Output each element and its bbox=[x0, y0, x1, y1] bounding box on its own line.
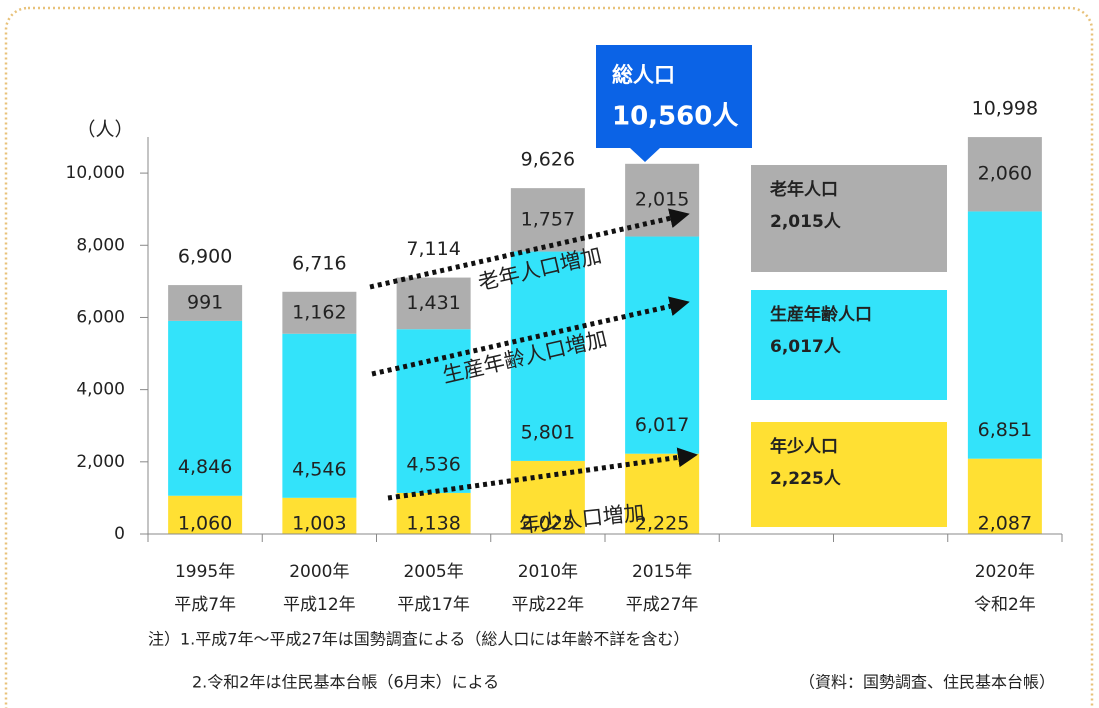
y-tick-label: 10,000 bbox=[66, 163, 125, 183]
value-label: 2,087 bbox=[978, 513, 1032, 535]
note: 2.令和2年は住民基本台帳（6月末）による bbox=[192, 673, 499, 692]
x-tick-label: 平成27年 bbox=[626, 595, 699, 615]
value-label: 2,025 bbox=[521, 513, 575, 535]
x-tick-label: 平成17年 bbox=[397, 595, 470, 615]
bar-segment bbox=[510, 188, 585, 252]
frame bbox=[4, 6, 1094, 708]
bar-segment bbox=[282, 333, 357, 498]
value-label: 1,431 bbox=[406, 292, 460, 314]
bar-segment bbox=[510, 251, 585, 461]
value-label: 1,162 bbox=[292, 301, 346, 323]
value-label: 2,015 bbox=[635, 189, 689, 211]
callout-value: 10,560人 bbox=[612, 102, 738, 132]
value-label: 991 bbox=[187, 291, 223, 313]
x-tick-label: 2015年 bbox=[632, 562, 692, 582]
bar-segment bbox=[282, 497, 357, 534]
value-label: 4,546 bbox=[292, 458, 346, 480]
x-tick-label: 2010年 bbox=[518, 562, 578, 582]
total-label: 6,900 bbox=[178, 246, 232, 268]
legend-label: 生産年齢人口 bbox=[770, 304, 872, 325]
y-unit: （人） bbox=[76, 119, 133, 141]
y-tick-label: 4,000 bbox=[76, 380, 125, 400]
x-tick-label: 平成12年 bbox=[283, 595, 356, 615]
bar-segment bbox=[396, 492, 471, 534]
x-tick-label: 平成7年 bbox=[174, 595, 236, 615]
value-label: 1,003 bbox=[292, 513, 346, 535]
bar-segment bbox=[168, 285, 243, 321]
arrow bbox=[387, 447, 698, 501]
legend-note: 2,225人 bbox=[770, 469, 842, 489]
bar-segment bbox=[967, 211, 1042, 459]
y-tick-label: 8,000 bbox=[76, 235, 125, 255]
x-tick-label: 2020年 bbox=[975, 562, 1035, 582]
legend-note: 2,015人 bbox=[770, 212, 842, 232]
value-label: 1,060 bbox=[178, 513, 232, 535]
value-label: 4,536 bbox=[406, 453, 460, 475]
total-label: 9,626 bbox=[521, 149, 575, 171]
value-label: 5,801 bbox=[521, 421, 575, 443]
y-tick-label: 0 bbox=[114, 524, 125, 544]
y-tick-label: 2,000 bbox=[76, 452, 125, 472]
bar-segment bbox=[168, 495, 243, 534]
legend-box bbox=[751, 165, 947, 272]
total-label: 10,998 bbox=[972, 98, 1038, 120]
legend-box bbox=[751, 422, 947, 527]
x-tick-label: 2005年 bbox=[403, 562, 463, 582]
y-tick-label: 6,000 bbox=[76, 307, 125, 327]
bar-segment bbox=[396, 277, 471, 330]
value-label: 2,225 bbox=[635, 513, 689, 535]
legend-box bbox=[751, 290, 947, 400]
value-label: 2,060 bbox=[978, 163, 1032, 185]
bar-segment bbox=[625, 236, 700, 454]
x-tick-label: 2000年 bbox=[289, 562, 349, 582]
callout-title: 総人口 bbox=[612, 63, 675, 87]
x-tick-label: 令和2年 bbox=[974, 595, 1036, 615]
note: （資料：国勢調査、住民基本台帳） bbox=[799, 673, 1055, 692]
value-label: 1,138 bbox=[406, 513, 460, 535]
total-label: 7,114 bbox=[406, 238, 460, 260]
legend-label: 年少人口 bbox=[770, 436, 838, 457]
arrow bbox=[369, 208, 690, 290]
legend-note: 6,017人 bbox=[770, 337, 842, 357]
x-tick-label: 1995年 bbox=[175, 562, 235, 582]
x-tick-label: 平成22年 bbox=[512, 595, 585, 615]
total-label: 6,716 bbox=[292, 252, 346, 274]
legend-label: 老年人口 bbox=[769, 179, 838, 200]
note: 注）1.平成7年～平成27年は国勢調査による（総人口には年齢不詳を含む） bbox=[148, 630, 689, 649]
value-label: 1,757 bbox=[521, 208, 575, 230]
bar-segment bbox=[282, 291, 357, 334]
value-label: 6,017 bbox=[635, 414, 689, 436]
callout-box bbox=[596, 45, 752, 162]
bar-segment bbox=[967, 137, 1042, 212]
arrows bbox=[369, 208, 698, 501]
value-label: 4,846 bbox=[178, 456, 232, 478]
value-label: 6,851 bbox=[978, 419, 1032, 441]
bar-segment bbox=[168, 320, 243, 496]
bar-segment bbox=[967, 458, 1042, 534]
